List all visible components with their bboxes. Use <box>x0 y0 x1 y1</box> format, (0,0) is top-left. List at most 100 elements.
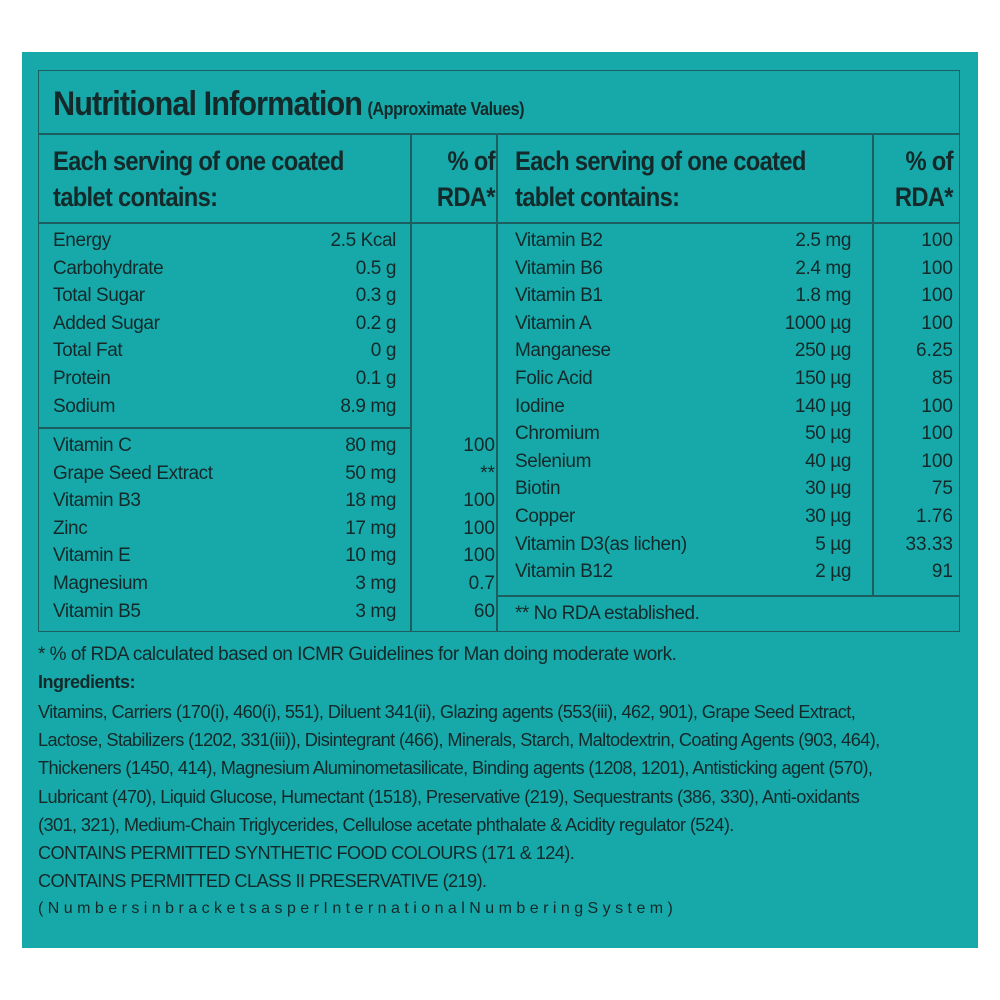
rda-value: 100 <box>463 435 495 456</box>
left-header-name: Each serving of one coated tablet contain… <box>53 143 344 215</box>
nutrient-amount: 250 µg <box>794 340 851 362</box>
ingredients-line: Thickeners (1450, 414), Magnesium Alumin… <box>38 758 873 779</box>
nutrient-amount: 2.5 Kcal <box>330 230 397 251</box>
nutrient-amount: 80 mg <box>345 435 396 456</box>
nutrient-name: Energy <box>53 230 111 251</box>
nutrient-row: Grape Seed Extract 50 mg <box>53 460 396 488</box>
rda-value: 100 <box>921 285 953 307</box>
nutrient-row: Iodine 140 µg <box>515 393 851 421</box>
rda-value: 0.7 <box>468 573 495 594</box>
nutrient-name: Vitamin A <box>515 312 592 334</box>
no-rda-note: ** No RDA established. <box>515 603 700 624</box>
nutrient-row: Copper 30 µg <box>515 503 851 531</box>
nutrient-amount: 0.3 g <box>355 285 397 307</box>
divider <box>39 133 959 135</box>
rda-value: 100 <box>463 490 495 512</box>
nutrient-amount: 140 µg <box>794 395 851 417</box>
ingredients-line: Vitamins, Carriers (170(i), 460(i), 551)… <box>38 702 856 722</box>
nutrient-amount: 10 mg <box>345 545 396 567</box>
left-header-rda: % of RDA* <box>437 143 496 215</box>
nutrient-amount: 1000 µg <box>784 312 852 334</box>
header-line: % of <box>447 146 496 176</box>
rda-value: 100 <box>921 230 953 251</box>
nutrient-row: Biotin 30 µg <box>515 475 851 503</box>
nutrient-amount: 2.4 mg <box>795 257 851 279</box>
ingredients-line: CONTAINS PERMITTED SYNTHETIC FOOD COLOUR… <box>38 843 575 864</box>
rda-value: 33.33 <box>905 533 953 555</box>
nutrient-amount: 150 µg <box>794 368 851 389</box>
nutrient-row: Vitamin B2 2.5 mg <box>515 227 851 255</box>
rda-value: 100 <box>921 395 953 417</box>
header-line: Each serving of one coated <box>53 146 344 176</box>
nutrient-amount: 1.8 mg <box>795 285 851 307</box>
nutrient-amount: 2.5 mg <box>795 230 851 251</box>
nutrient-name: Vitamin C <box>53 435 132 456</box>
nutrient-row: Energy 2.5 Kcal <box>53 227 396 255</box>
nutrient-row: Magnesium 3 mg <box>53 570 396 598</box>
nutrient-row: Manganese 250 µg <box>515 337 851 365</box>
rda-value: ** <box>480 462 495 484</box>
rda-value: 6.25 <box>916 340 953 362</box>
nutrition-label-panel: Nutritional Information (Approximate Valu… <box>22 52 978 948</box>
nutrient-name: Carbohydrate <box>53 257 164 279</box>
rda-value: 1.76 <box>916 506 953 527</box>
nutrient-name: Added Sugar <box>53 312 160 334</box>
right-header-name: Each serving of one coated tablet contain… <box>515 143 806 215</box>
header-line: RDA* <box>437 182 496 212</box>
nutrient-row: Zinc 17 mg <box>53 515 396 543</box>
rda-value: 100 <box>463 545 495 567</box>
nutrient-amount: 30 µg <box>805 506 851 527</box>
nutrient-name: Copper <box>515 506 575 527</box>
divider <box>410 133 412 632</box>
nutrient-row: Total Sugar 0.3 g <box>53 282 396 310</box>
ingredients-line: Lubricant (470), Liquid Glucose, Humecta… <box>38 786 860 807</box>
nutrient-amount: 0.5 g <box>355 257 397 279</box>
rda-footnote: * % of RDA calculated based on ICMR Guid… <box>38 644 677 665</box>
nutrient-row: Protein 0.1 g <box>53 365 396 393</box>
divider <box>872 133 874 595</box>
rda-value: 100 <box>921 257 953 279</box>
nutrient-name: Folic Acid <box>515 368 593 389</box>
header-line: tablet contains: <box>53 182 218 212</box>
ingredients-heading: Ingredients: <box>38 672 136 692</box>
nutrient-name: Vitamin B1 <box>515 285 603 307</box>
header-line: tablet contains: <box>515 182 680 212</box>
nutrient-name: Vitamin B2 <box>515 230 603 251</box>
rda-value: 100 <box>921 450 953 472</box>
rda-value: 75 <box>931 478 953 500</box>
header-line: RDA* <box>895 182 954 212</box>
subtitle: (Approximate Values) <box>367 99 525 119</box>
header-line: % of <box>905 146 954 176</box>
nutrient-name: Vitamin B6 <box>515 257 603 279</box>
nutrient-amount: 0.2 g <box>355 312 397 334</box>
ingredients-line: (301, 321), Medium-Chain Triglycerides, … <box>38 814 734 835</box>
nutrient-name: Magnesium <box>53 573 148 594</box>
nutrient-amount: 3 mg <box>355 600 396 622</box>
nutrient-row: Added Sugar 0.2 g <box>53 310 396 338</box>
nutrient-row: Total Fat 0 g <box>53 337 396 365</box>
right-header-rda: % of RDA* <box>895 143 954 215</box>
rda-value: 91 <box>931 561 953 583</box>
nutrient-amount: 3 mg <box>355 573 396 594</box>
divider <box>39 427 410 429</box>
nutrient-name: Biotin <box>515 478 561 500</box>
nutrient-row: Selenium 40 µg <box>515 448 851 476</box>
nutrient-amount: 50 mg <box>345 462 396 484</box>
nutrient-name: Vitamin D3(as lichen) <box>515 533 687 555</box>
ingredients-line: Lactose, Stabilizers (1202, 331(iii)), D… <box>38 730 880 751</box>
nutrient-name: Vitamin B5 <box>53 600 141 622</box>
nutrient-amount: 18 mg <box>345 490 396 512</box>
header-line: Each serving of one coated <box>515 146 806 176</box>
nutrient-name: Vitamin B12 <box>515 561 613 583</box>
nutrient-row: Vitamin D3(as lichen) 5 µg <box>515 531 851 559</box>
nutrient-row: Vitamin B12 2 µg <box>515 558 851 586</box>
nutrient-amount: 2 µg <box>815 561 851 583</box>
nutrient-name: Sodium <box>53 395 116 417</box>
nutrient-row: Sodium 8.9 mg <box>53 393 396 421</box>
nutrient-row: Vitamin B3 18 mg <box>53 487 396 515</box>
nutrient-amount: 0 g <box>370 340 397 362</box>
rda-value: 85 <box>931 368 953 389</box>
nutrient-name: Manganese <box>515 340 611 362</box>
nutrient-name: Selenium <box>515 450 592 472</box>
ingredients-line: ( N u m b e r s i n b r a c k e t s a s … <box>38 900 673 918</box>
